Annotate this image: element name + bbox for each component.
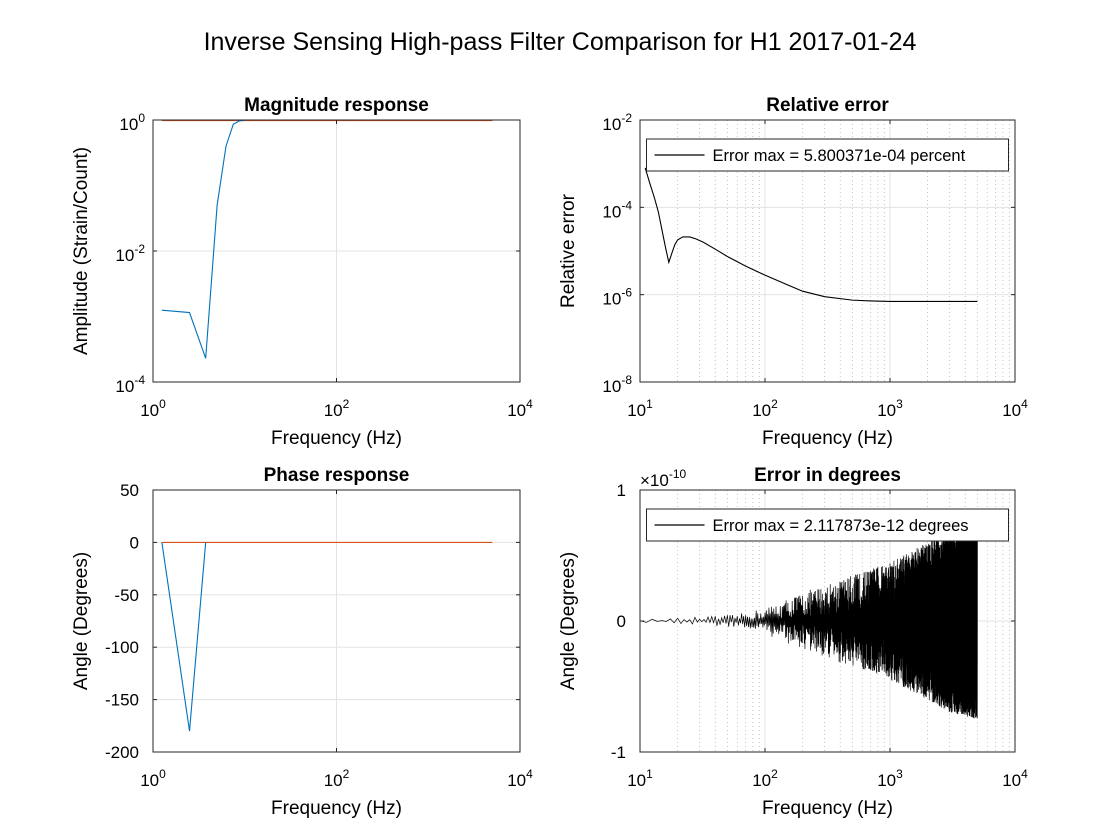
y-tick-label: 10-4 xyxy=(602,198,632,221)
plot-title: Magnitude response xyxy=(244,95,429,116)
x-tick-label: 101 xyxy=(627,397,653,420)
y-axis-label: Angle (Degrees) xyxy=(558,552,579,690)
y-tick-label: 10-4 xyxy=(115,373,145,396)
x-axis-label: Frequency (Hz) xyxy=(271,798,402,819)
y-tick-label: 10-2 xyxy=(602,111,632,134)
legend-box xyxy=(646,138,1009,172)
axis-multiplier: ×10-10 xyxy=(640,467,687,490)
y-tick-label: -200 xyxy=(105,743,139,762)
series-line xyxy=(161,542,207,732)
x-tick-label: 101 xyxy=(627,767,653,790)
axes-frame xyxy=(639,119,1016,383)
x-tick-label: 104 xyxy=(1002,397,1028,420)
y-tick-label: 100 xyxy=(119,111,145,134)
y-tick-label: -1 xyxy=(611,743,626,762)
plot-title: Phase response xyxy=(264,465,410,486)
y-tick-label: -100 xyxy=(105,638,139,657)
y-tick-label: -50 xyxy=(114,586,139,605)
x-tick-label: 104 xyxy=(507,397,533,420)
x-tick-label: 104 xyxy=(507,767,533,790)
error-trace xyxy=(640,539,978,719)
data-layer xyxy=(640,539,978,719)
legend-label: Error max = 5.800371e-04 percent xyxy=(713,147,966,165)
data-layer xyxy=(161,541,493,732)
legend-label: Error max = 2.117873e-12 degrees xyxy=(713,517,969,535)
y-axis-label: Relative error xyxy=(558,193,579,308)
x-tick-label: 100 xyxy=(140,397,166,420)
x-tick-label: 102 xyxy=(752,397,778,420)
series-line xyxy=(644,167,978,302)
y-tick-label: 10-2 xyxy=(115,242,145,265)
series-line xyxy=(161,120,245,359)
plot-title: Relative error xyxy=(766,95,889,116)
x-tick-label: 103 xyxy=(877,397,903,420)
legend-box xyxy=(646,508,1009,542)
x-axis-label: Frequency (Hz) xyxy=(762,798,893,819)
y-axis-label: Angle (Degrees) xyxy=(71,552,92,690)
relative-error-plot: 101 102 103 104 10-8 10-6 10-4 10-2 Relative err… xyxy=(558,95,1028,449)
x-tick-label: 100 xyxy=(140,767,166,790)
y-tick-label: 1 xyxy=(617,481,626,500)
x-tick-label: 104 xyxy=(1002,767,1028,790)
y-tick-label: 0 xyxy=(130,533,139,552)
y-tick-label: 10-6 xyxy=(602,286,632,309)
plot-title: Error in degrees xyxy=(754,465,901,486)
figure-title: Inverse Sensing High-pass Filter Compari… xyxy=(203,28,917,56)
y-tick-label: 10-8 xyxy=(602,373,632,396)
data-layer xyxy=(644,167,978,302)
x-tick-label: 102 xyxy=(752,767,778,790)
x-tick-label: 102 xyxy=(324,767,350,790)
x-axis-label: Frequency (Hz) xyxy=(271,428,402,449)
y-tick-label: -150 xyxy=(105,691,139,710)
x-axis-label: Frequency (Hz) xyxy=(762,428,893,449)
y-tick-label: 50 xyxy=(120,481,139,500)
magnitude-response-plot: 100 102 104 10-4 10-2 100 Magnitude response Fr… xyxy=(71,95,533,449)
data-layer xyxy=(161,120,493,359)
x-tick-label: 103 xyxy=(877,767,903,790)
x-tick-label: 102 xyxy=(324,397,350,420)
y-axis-label: Amplitude (Strain/Count) xyxy=(71,147,92,355)
y-tick-label: 0 xyxy=(617,612,626,631)
error-in-degrees-plot: 101 102 103 104 -1 0 1 ×10-10 Error in degrees Fr… xyxy=(558,465,1028,819)
phase-response-plot: 100 102 104 -200 -150 -100 -50 0 50 Phase respons… xyxy=(71,465,533,819)
